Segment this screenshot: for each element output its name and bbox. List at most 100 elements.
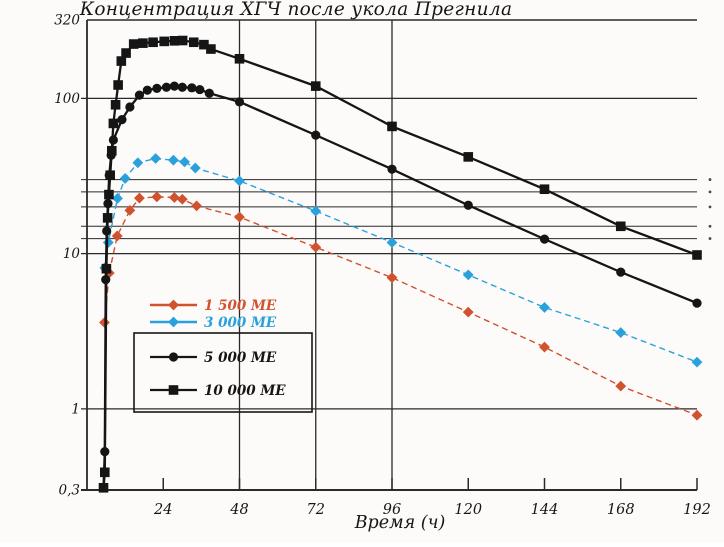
gridline-end-dot — [708, 237, 712, 240]
series-marker-3 — [138, 38, 148, 48]
legend-box — [133, 332, 313, 413]
series-marker-2 — [187, 83, 197, 93]
series-marker-0 — [111, 230, 123, 242]
series-marker-0 — [234, 211, 245, 223]
series-marker-3 — [108, 118, 119, 129]
legend-label-3: 10 000 МЕ — [204, 383, 286, 399]
series-marker-0 — [310, 241, 322, 253]
x-tick-label: 24 — [153, 502, 172, 518]
series-marker-2 — [539, 234, 550, 244]
series-marker-3 — [148, 37, 158, 48]
series-marker-2 — [234, 97, 245, 107]
series-marker-1 — [462, 269, 474, 281]
series-marker-3 — [106, 145, 117, 156]
y-tick-label: 10 — [63, 246, 81, 262]
series-marker-3 — [692, 250, 702, 260]
series-marker-2 — [152, 83, 162, 94]
series-marker-3 — [128, 39, 139, 49]
series-marker-1 — [189, 162, 201, 174]
series-marker-3 — [463, 152, 474, 162]
series-marker-3 — [387, 121, 397, 132]
chart-title: Концентрация ХГЧ после укола Прегнила — [79, 0, 513, 20]
gridline-end-dot — [708, 224, 712, 228]
x-tick-label: 192 — [683, 502, 711, 518]
y-tick-label: 0,3 — [59, 483, 80, 499]
series-marker-2 — [387, 164, 397, 174]
legend-label-0: 1 500 МЕ — [204, 298, 277, 314]
series-marker-1 — [386, 237, 398, 248]
series-marker-1 — [119, 173, 131, 184]
series-marker-3 — [234, 53, 245, 64]
legend-marker-3 — [168, 385, 179, 395]
x-axis-title: Время (ч) — [354, 513, 446, 533]
series-marker-3 — [101, 263, 112, 274]
series-marker-3 — [177, 35, 188, 46]
series-marker-0 — [615, 380, 627, 392]
series-line-3 — [102, 39, 698, 488]
x-tick-label: 144 — [531, 502, 559, 518]
x-tick-label: 72 — [307, 502, 325, 518]
x-tick-label: 120 — [454, 502, 482, 518]
series-marker-3 — [98, 482, 109, 493]
series-line-2 — [102, 84, 698, 488]
series-marker-0 — [539, 341, 550, 353]
series-marker-0 — [462, 306, 474, 318]
series-marker-3 — [199, 39, 209, 50]
series-marker-2 — [134, 90, 145, 100]
series-marker-3 — [310, 81, 321, 91]
series-marker-1 — [234, 175, 245, 187]
series-marker-2 — [692, 298, 702, 308]
y-tick-label: 1 — [71, 401, 80, 417]
y-tick-label: 100 — [54, 91, 80, 107]
series-marker-1 — [150, 153, 162, 164]
x-tick-label: 168 — [607, 502, 635, 518]
series-marker-2 — [204, 88, 214, 98]
series-marker-3 — [169, 36, 180, 46]
series-marker-0 — [124, 204, 136, 216]
series-marker-0 — [134, 192, 145, 204]
series-marker-1 — [539, 302, 550, 313]
series-marker-1 — [310, 205, 322, 217]
series-marker-3 — [188, 37, 199, 48]
series-marker-1 — [179, 156, 190, 168]
series-marker-1 — [102, 237, 114, 248]
series-marker-1 — [132, 157, 144, 169]
series-marker-2 — [125, 102, 135, 112]
series-marker-3 — [159, 36, 170, 47]
gridline-end-dot — [708, 190, 712, 194]
series-marker-3 — [206, 44, 216, 54]
series-line-1 — [104, 157, 698, 363]
series-marker-3 — [102, 213, 113, 223]
series-line-0 — [103, 196, 698, 416]
series-marker-3 — [105, 170, 115, 181]
series-marker-1 — [615, 327, 627, 338]
series-marker-2 — [616, 267, 626, 277]
series-marker-3 — [121, 48, 131, 58]
x-tick-label: 48 — [229, 502, 248, 518]
series-marker-1 — [168, 154, 179, 166]
legend-label-2: 5 000 МЕ — [204, 350, 277, 366]
series-marker-0 — [176, 193, 188, 205]
series-marker-0 — [691, 409, 703, 421]
series-marker-3 — [116, 56, 127, 66]
series-marker-3 — [99, 467, 110, 478]
legend-marker-1 — [168, 316, 179, 328]
y-tick-label: 320 — [54, 13, 80, 29]
series-marker-2 — [142, 85, 152, 95]
series-marker-3 — [110, 99, 121, 110]
series-marker-3 — [615, 221, 626, 232]
gridline-end-dot — [708, 178, 712, 181]
series-marker-1 — [691, 356, 703, 368]
series-marker-2 — [117, 115, 127, 125]
legend-marker-0 — [168, 299, 179, 311]
x-tick-label: 96 — [383, 502, 401, 518]
series-marker-3 — [539, 184, 550, 195]
series-marker-3 — [113, 80, 123, 90]
legend-marker-2 — [168, 352, 179, 362]
series-marker-0 — [168, 192, 180, 203]
legend-label-1: 3 000 МЕ — [204, 315, 277, 331]
series-marker-0 — [191, 200, 203, 212]
series-marker-2 — [161, 82, 172, 92]
